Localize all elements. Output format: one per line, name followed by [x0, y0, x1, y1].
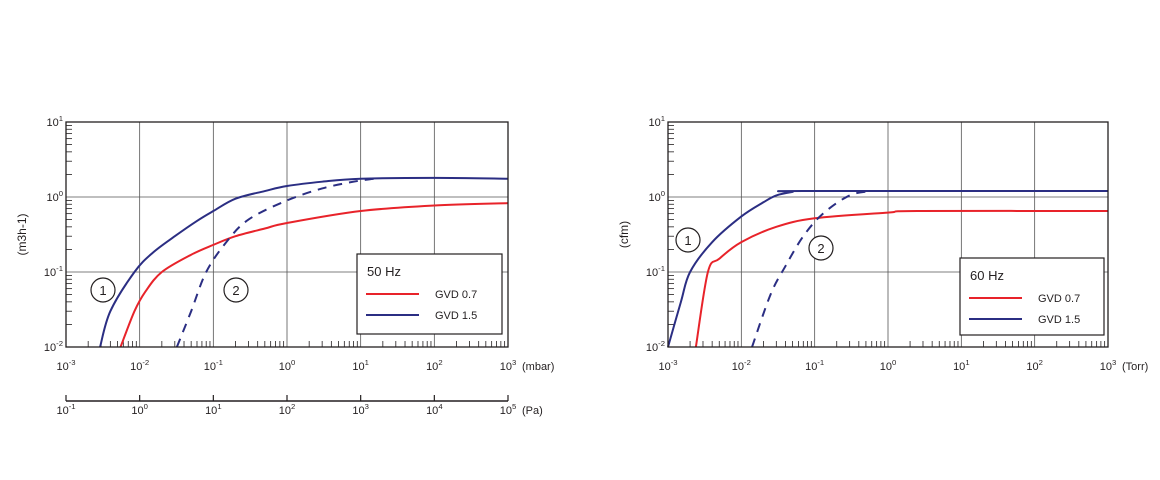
x-tick-label: 10-2	[130, 358, 149, 373]
y-tick-label: 10-1	[646, 264, 665, 279]
chart-2: 10-3 10-2 10-1 100 101 102 103 (Torr) 10-2 10-1 10…	[617, 114, 1148, 373]
y-tick-label: 10-2	[44, 339, 63, 354]
series-line-gvd-0-7	[694, 209, 1109, 348]
x-tick-label: 10-3	[658, 358, 677, 373]
x-tick-label: 10-1	[204, 358, 223, 373]
pa-tick-label: 102	[279, 402, 296, 417]
annotation-circle	[675, 227, 701, 253]
legend-entry: GVD 1.5	[435, 310, 477, 322]
x-unit-label: (Torr)	[1122, 361, 1148, 373]
annotation-circle	[223, 277, 249, 303]
pa-tick-label: 105	[500, 402, 517, 417]
y-tick-label: 10-1	[44, 264, 63, 279]
annotation-label: 2	[232, 283, 239, 298]
annotation-circle	[808, 235, 834, 261]
legend-title: 60 Hz	[970, 268, 1004, 283]
y-axis-label: (m3h-1)	[15, 213, 29, 255]
pa-tick-label: 101	[205, 402, 222, 417]
x-unit-label: (mbar)	[522, 361, 554, 373]
x-tick-label: 101	[953, 358, 970, 373]
x-tick-label: 10-3	[56, 358, 75, 373]
legend-entry: GVD 1.5	[1038, 314, 1080, 326]
series-line-gvd-1-5	[667, 190, 1109, 348]
legend-title: 50 Hz	[367, 264, 401, 279]
y-axis-label: (cfm)	[617, 221, 631, 248]
legend-entry: GVD 0.7	[1038, 293, 1080, 305]
x-tick-label: 102	[426, 358, 443, 373]
y-tick-label: 100	[648, 189, 665, 204]
legend-box	[959, 257, 1105, 336]
plot-frame	[65, 121, 509, 348]
x-tick-label: 103	[500, 358, 517, 373]
y-tick-label: 101	[648, 114, 665, 129]
pa-tick-label: 103	[352, 402, 369, 417]
pa-tick-label: 10-1	[56, 402, 75, 417]
x-tick-label: 100	[880, 358, 897, 373]
x-tick-label: 101	[352, 358, 369, 373]
pa-unit-label: (Pa)	[522, 405, 543, 417]
x-tick-label: 102	[1026, 358, 1043, 373]
annotation-circle	[90, 277, 116, 303]
x-tick-label: 103	[1100, 358, 1117, 373]
legend: 60 Hz GVD 0.7 GVD 1.5	[959, 257, 1105, 336]
plot-frame	[667, 121, 1109, 348]
x-tick-label: 10-2	[732, 358, 751, 373]
series-line-gvd-1-5	[99, 176, 509, 348]
legend-entry: GVD 0.7	[435, 289, 477, 301]
y-tick-label: 100	[46, 189, 63, 204]
series-line-dashed	[175, 177, 374, 348]
annotation-label: 1	[99, 283, 106, 298]
pa-tick-label: 100	[131, 402, 148, 417]
annotation-label: 2	[817, 241, 824, 256]
y-tick-label: 101	[46, 114, 63, 129]
x-tick-label: 100	[279, 358, 296, 373]
x-tick-label: 10-1	[805, 358, 824, 373]
series-line-dashed	[751, 190, 872, 348]
pa-tick-label: 104	[426, 402, 443, 417]
annotation-label: 1	[684, 233, 691, 248]
y-tick-label: 10-2	[646, 339, 665, 354]
legend: 50 Hz GVD 0.7 GVD 1.5	[356, 253, 503, 335]
chart-1: 10-3 10-2 10-1 100 101 102 103 (mbar) 10-2 10-1 10…	[15, 114, 554, 417]
